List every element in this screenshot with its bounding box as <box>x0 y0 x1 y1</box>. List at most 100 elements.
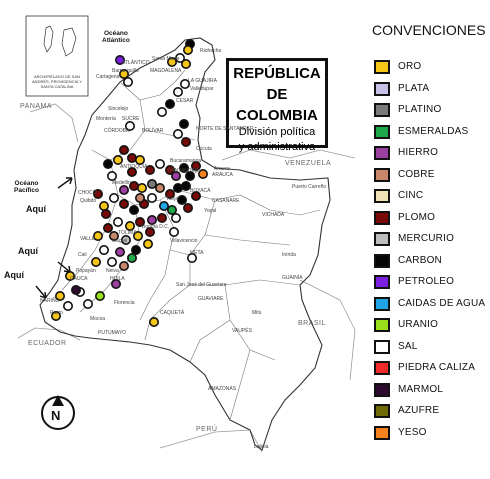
north-arrow-label: N <box>51 408 61 423</box>
legend-label: PETROLEO <box>398 276 455 287</box>
deposit-marker <box>109 231 120 242</box>
deposit-marker <box>131 245 142 256</box>
legend-swatch <box>374 210 390 225</box>
city-cali: Cali <box>78 252 87 258</box>
city-barranquilla: Barranquilla <box>112 68 139 74</box>
deposit-marker <box>157 107 168 118</box>
legend-swatch <box>374 103 390 117</box>
deposit-marker <box>173 129 184 140</box>
deposit-marker <box>135 217 146 228</box>
legend-swatch <box>374 60 390 74</box>
deposit-marker <box>175 52 186 63</box>
legend-swatch <box>374 146 390 160</box>
city-riohacha: Riohacha <box>200 48 222 54</box>
pacific-ocean-line-2: Pacífico <box>14 187 39 194</box>
title-line-3: COLOMBIA <box>236 107 318 124</box>
deposit-marker <box>111 278 122 289</box>
deposit-marker <box>173 183 184 194</box>
city-yopal: Yopal <box>204 208 217 214</box>
deposit-marker <box>157 213 168 224</box>
north-arrow-needle <box>52 395 64 406</box>
atlantic-ocean-line-1: Océano <box>103 30 128 37</box>
legend-swatch <box>374 232 390 246</box>
dept-boyaca: BOYACÁ <box>190 188 211 194</box>
legend-label: PLATA <box>398 82 430 94</box>
deposit-marker <box>125 121 136 132</box>
dept-vichada: VICHADA <box>262 212 285 218</box>
legend-label: URANIO <box>398 319 439 330</box>
deposit-marker <box>187 253 198 264</box>
deposit-markers-layer <box>50 38 209 327</box>
city-quibdo: Quibdó <box>80 198 97 204</box>
deposit-marker <box>91 256 102 267</box>
deposit-marker <box>107 256 118 267</box>
city-neiva: Neiva <box>106 268 119 274</box>
legend-label: HIERRO <box>398 147 439 158</box>
legend-label: MARMOL <box>398 383 444 395</box>
deposit-marker <box>183 203 194 214</box>
deposit-marker <box>181 137 192 148</box>
deposit-marker <box>121 235 132 246</box>
deposit-marker <box>115 247 126 258</box>
dept-guainia: GUAINÍA <box>282 275 303 281</box>
legend-swatch <box>374 253 390 268</box>
legend-label: PLOMO <box>398 211 436 223</box>
deposit-marker <box>180 79 191 90</box>
city-pasto: Pasto <box>50 310 63 316</box>
legend-label: PLATINO <box>398 104 442 115</box>
deposit-marker <box>147 215 158 226</box>
atlantic-ocean-line-2: Atlántico <box>102 37 130 44</box>
deposit-marker <box>119 145 130 156</box>
legend-label: CINC <box>398 190 424 201</box>
deposit-marker <box>149 316 160 327</box>
deposit-marker <box>147 179 158 190</box>
country-venezuela: VENEZUELA <box>285 160 332 167</box>
pacific-ocean-line-1: Océano <box>14 180 39 187</box>
dept-bolivar: BOLÍVAR <box>142 128 164 134</box>
city-tunja: Tunja <box>166 196 179 202</box>
neighbor-borders <box>17 103 356 453</box>
legend-label: PIEDRA CALIZA <box>398 362 476 373</box>
city-cucuta: Cúcuta <box>196 146 212 152</box>
deposit-marker <box>135 193 146 204</box>
legend-label: COBRE <box>398 168 435 180</box>
legend-swatch <box>374 425 390 440</box>
deposit-marker <box>177 195 188 206</box>
legend-swatch <box>374 167 390 182</box>
deposit-marker <box>133 231 144 242</box>
deposit-marker <box>198 169 209 180</box>
title-line-1: REPÚBLICA <box>233 65 321 82</box>
deposit-marker <box>54 290 65 301</box>
dept-caqueta: CAQUETÁ <box>160 310 185 316</box>
deposit-marker <box>143 239 154 250</box>
city-medellin: Medellín <box>112 180 131 186</box>
legend-label: ORO <box>398 61 422 72</box>
deposit-marker <box>119 185 130 196</box>
city-florencia: Florencia <box>114 300 135 306</box>
legend-swatch <box>374 124 390 139</box>
deposit-marker <box>181 58 192 69</box>
aqui-label-1: Aquí <box>26 204 46 214</box>
deposit-marker <box>179 119 190 130</box>
deposit-marker <box>65 270 76 281</box>
legend-swatch <box>374 318 390 332</box>
deposit-marker <box>127 253 138 264</box>
dept-narino: NARIÑO <box>40 298 60 304</box>
deposit-marker <box>101 209 112 220</box>
subtitle-line-1: División política <box>238 126 316 138</box>
legend-label: CAIDAS DE AGUA <box>398 297 486 309</box>
legend-label: ESMERALDAS <box>398 125 469 137</box>
legend-swatch <box>374 361 390 375</box>
legend-swatch <box>374 382 390 397</box>
deposit-marker <box>145 165 156 176</box>
city-san-jose: San José del Guaviare <box>176 282 227 288</box>
city-popayan: Popayán <box>76 268 96 274</box>
deposit-marker <box>93 231 104 242</box>
deposit-marker <box>145 227 156 238</box>
inset-island-2 <box>61 27 77 57</box>
deposit-marker <box>169 227 180 238</box>
city-bucaramanga: Bucaramanga <box>170 158 202 164</box>
dept-choco: CHOCÓ <box>78 190 97 196</box>
city-mitu: Mitú <box>252 310 262 316</box>
